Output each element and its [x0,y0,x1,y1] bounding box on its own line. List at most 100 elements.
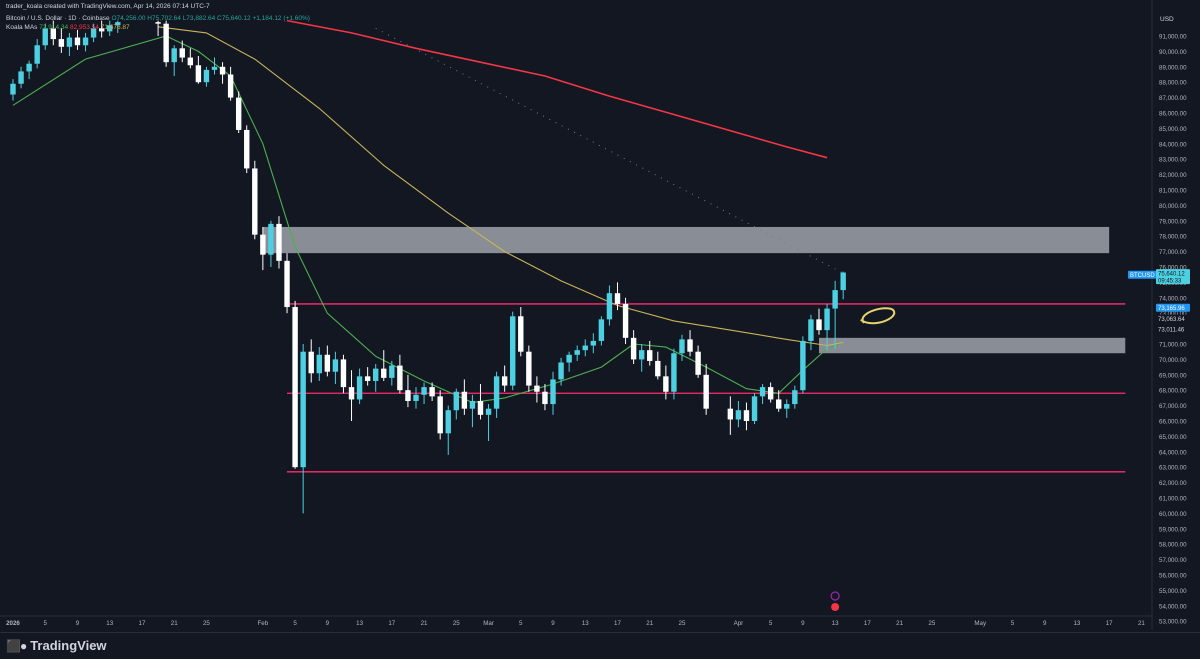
x-tick-label: 21 [171,620,178,627]
candle-body [276,223,282,261]
candle-body [42,28,48,46]
y-tick-label: 53,000.00 [1159,619,1187,626]
y-tick-label: 65,000.00 [1159,434,1187,441]
candle-body [800,340,806,391]
candle-body [832,290,838,309]
candle-body [155,22,161,24]
y-tick-label: 61,000.00 [1159,496,1187,503]
candle-body [284,260,290,308]
candle-body [373,368,379,381]
tradingview-logo[interactable]: ⬛● TradingView [6,638,107,653]
y-tick-label: 77,000.00 [1159,249,1187,256]
x-tick-label: 2026 [6,620,20,627]
x-tick-label: 9 [76,620,80,627]
candle-body [268,223,274,255]
y-tick-label: 89,000.00 [1159,64,1187,71]
candle-body [647,350,653,361]
y-tick-label: 81,000.00 [1159,188,1187,195]
candle-body [477,400,484,415]
candle-body [356,376,363,400]
x-tick-label: 17 [1106,620,1113,627]
candle-body [10,83,16,95]
y-tick-label: 57,000.00 [1159,557,1187,564]
candle-body [107,25,113,32]
x-tick-label: 5 [769,620,773,627]
candle-body [115,22,121,26]
candle-body [219,66,226,75]
candle-body [381,368,387,378]
currency-label[interactable]: USD [1160,16,1174,23]
candle-body [630,337,637,360]
x-tick-label: 21 [896,620,903,627]
candle-body [614,293,621,304]
candle-body [687,339,693,352]
candle-body [445,410,451,434]
candle-body [74,37,81,46]
candle-body [550,379,556,405]
y-tick-label: 78,000.00 [1159,234,1187,241]
y-tick-label: 66,000.00 [1159,419,1187,426]
x-tick-label: 17 [139,620,146,627]
candle-body [671,353,677,392]
price-badge [1156,314,1190,323]
y-tick-label: 76,000.00 [1159,265,1187,272]
x-tick-label: 5 [1011,620,1015,627]
y-tick-label: 91,000.00 [1159,34,1187,41]
candle-body [235,97,242,130]
candle-body [98,28,105,32]
candle-body [735,410,742,420]
x-tick-label: 25 [453,620,460,627]
y-tick-label: 79,000.00 [1159,218,1187,225]
candle-body [558,362,564,380]
x-tick-label: 25 [679,620,686,627]
event-icon [830,591,840,601]
resistance-zone [262,226,1110,254]
candle-body [340,359,347,388]
candle-body [58,39,65,47]
ma-legend[interactable]: Koala MAs 72,914.34 82,953.54 71,676.87 [6,24,130,32]
candle-body [163,23,169,63]
y-tick-label: 82,000.00 [1159,172,1187,179]
y-tick-label: 90,000.00 [1159,49,1187,56]
candle-body [308,351,314,374]
y-tick-label: 62,000.00 [1159,480,1187,487]
y-tick-label: 73,000.00 [1159,311,1187,318]
y-tick-label: 83,000.00 [1159,157,1187,164]
price-badge [1128,270,1156,279]
resistance-zone [819,337,1126,354]
y-tick-label: 68,000.00 [1159,388,1187,395]
candle-body [292,307,298,468]
candle-body [324,354,331,372]
candle-body [784,404,790,409]
price-badge [1156,325,1190,334]
brand-name: TradingView [30,638,107,653]
candle-body [679,339,685,354]
x-tick-label: 21 [1138,620,1145,627]
y-tick-label: 64,000.00 [1159,449,1187,456]
candle-body [90,28,97,38]
candle-body [638,350,645,360]
candle-body [526,351,532,386]
earnings-icon [831,603,840,611]
y-tick-label: 71,000.00 [1159,342,1187,349]
candle-body [606,293,613,320]
candle-body [582,345,588,351]
x-tick-label: 5 [293,620,297,627]
candle-body [227,74,234,98]
y-tick-label: 70,000.00 [1159,357,1187,364]
y-tick-label: 74,000.00 [1159,295,1187,302]
price-badge [1156,269,1190,278]
x-tick-label: 9 [801,620,805,627]
candle-body [389,365,395,378]
candle-body [663,376,669,392]
moving-average-line [158,26,844,347]
symbol-legend[interactable]: Bitcoin / U.S. Dollar · 1D · Coinbase O7… [6,15,310,23]
y-tick-label: 85,000.00 [1159,126,1187,133]
price-badge-label: 73,011.46 [1158,328,1185,334]
ma-label: Koala MAs [6,24,38,31]
candle-body [211,66,218,70]
footer-bar [0,632,1200,659]
x-tick-label: Feb [258,620,269,627]
price-badge-label: 73,165.96 [1158,306,1185,312]
